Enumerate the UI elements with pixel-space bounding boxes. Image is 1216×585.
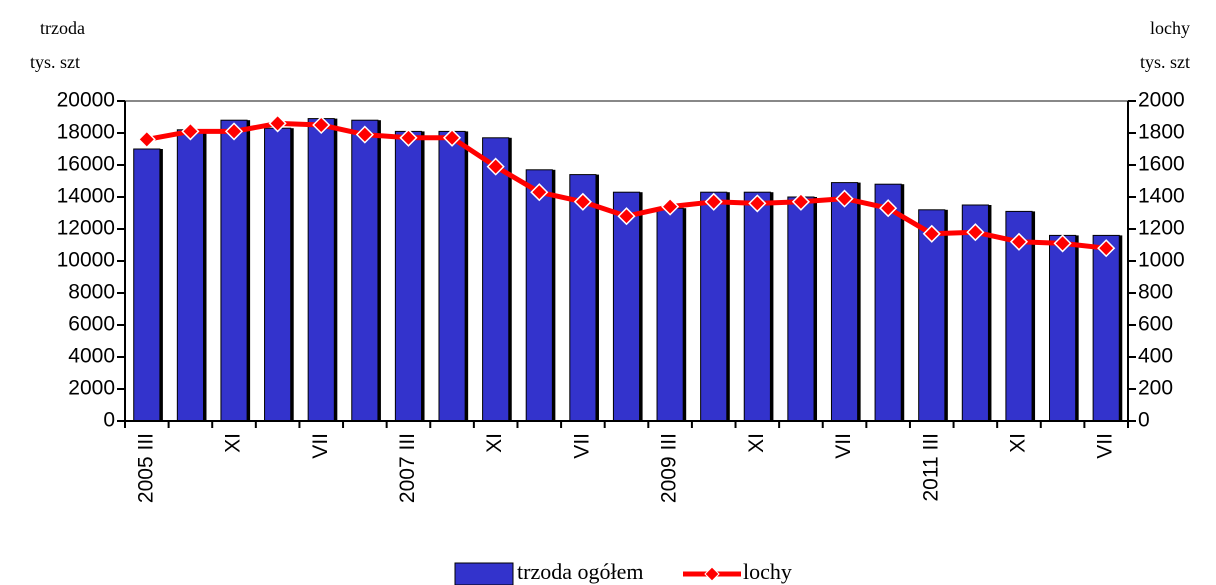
marker	[268, 114, 287, 133]
bar	[1092, 234, 1120, 422]
marker	[443, 128, 462, 147]
bar	[438, 130, 466, 422]
marker	[355, 125, 374, 144]
bar	[874, 183, 902, 422]
marker	[835, 189, 854, 208]
bar	[656, 207, 684, 422]
marker	[1097, 239, 1116, 258]
x-tick-label: VII	[309, 433, 332, 459]
x-tick-label: 2005 III	[134, 433, 157, 503]
y2-tick-label: 2000	[1138, 89, 1185, 112]
marker	[791, 192, 810, 211]
y-tick-label: 0	[103, 409, 115, 432]
y2-tick-label: 800	[1138, 281, 1173, 304]
marker	[486, 157, 505, 176]
marker	[922, 224, 941, 243]
y-tick-label: 12000	[57, 217, 115, 240]
y-tick-label: 2000	[68, 377, 115, 400]
legend-marker	[704, 566, 720, 582]
bar	[264, 127, 292, 422]
y-tick-label: 18000	[57, 121, 115, 144]
bar	[133, 148, 161, 422]
bar	[569, 174, 597, 422]
legend-label: lochy	[743, 559, 792, 584]
y2-tick-label: 600	[1138, 313, 1173, 336]
marker	[530, 183, 549, 202]
marker	[617, 207, 636, 226]
marker	[704, 192, 723, 211]
x-tick-label: 2009 III	[658, 433, 681, 503]
y2-tick-label: 400	[1138, 345, 1173, 368]
marker	[661, 197, 680, 216]
bar	[787, 196, 815, 422]
y2-axis-label: tys. szt	[1140, 52, 1190, 72]
legend-swatch	[454, 562, 514, 585]
bar	[482, 137, 510, 422]
bar	[525, 169, 553, 422]
y2-tick-label: 1800	[1138, 121, 1185, 144]
y-axis-label: tys. szt	[30, 52, 80, 72]
y2-tick-label: 0	[1138, 409, 1150, 432]
x-tick-label: XI	[1007, 433, 1030, 453]
x-tick-label: XI	[483, 433, 506, 453]
x-tick-label: VII	[1094, 433, 1117, 459]
bar	[1049, 234, 1077, 422]
bar	[394, 130, 423, 422]
bar	[220, 119, 248, 422]
marker	[573, 192, 592, 211]
marker	[1009, 232, 1029, 251]
x-tick-label: 2011 III	[919, 433, 942, 502]
x-tick-label: VII	[832, 433, 855, 459]
y2-tick-label: 1200	[1138, 217, 1185, 240]
marker	[224, 122, 244, 141]
y-tick-label: 10000	[57, 249, 115, 272]
bar	[830, 182, 859, 422]
y2-tick-label: 1400	[1138, 185, 1185, 208]
marker	[748, 194, 767, 213]
bar	[176, 129, 204, 422]
marker	[312, 115, 331, 135]
y2-tick-label: 1000	[1138, 249, 1185, 272]
y-tick-label: 16000	[57, 153, 115, 176]
y-axis-label: trzoda	[40, 18, 85, 38]
y-tick-label: 4000	[68, 345, 115, 368]
x-tick-label: XI	[745, 433, 768, 453]
x-tick-label: XI	[222, 433, 245, 453]
marker	[181, 122, 200, 141]
marker	[399, 128, 418, 147]
marker	[1053, 234, 1072, 253]
bar	[307, 118, 335, 422]
bar	[612, 191, 641, 422]
y-tick-label: 14000	[57, 185, 115, 208]
y-tick-label: 20000	[57, 89, 115, 112]
bar	[743, 191, 771, 422]
y-tick-label: 6000	[68, 313, 115, 336]
bar	[351, 119, 379, 422]
legend-label: trzoda ogółem	[517, 559, 643, 584]
y2-tick-label: 1600	[1138, 153, 1185, 176]
marker	[966, 223, 985, 242]
y2-tick-label: 200	[1138, 377, 1173, 400]
marker	[879, 199, 898, 218]
x-tick-label: 2007 III	[396, 433, 419, 503]
marker	[137, 130, 156, 149]
x-tick-label: VII	[570, 433, 593, 459]
bar	[700, 191, 728, 422]
y-tick-label: 8000	[68, 281, 115, 304]
y2-axis-label: lochy	[1150, 18, 1190, 38]
